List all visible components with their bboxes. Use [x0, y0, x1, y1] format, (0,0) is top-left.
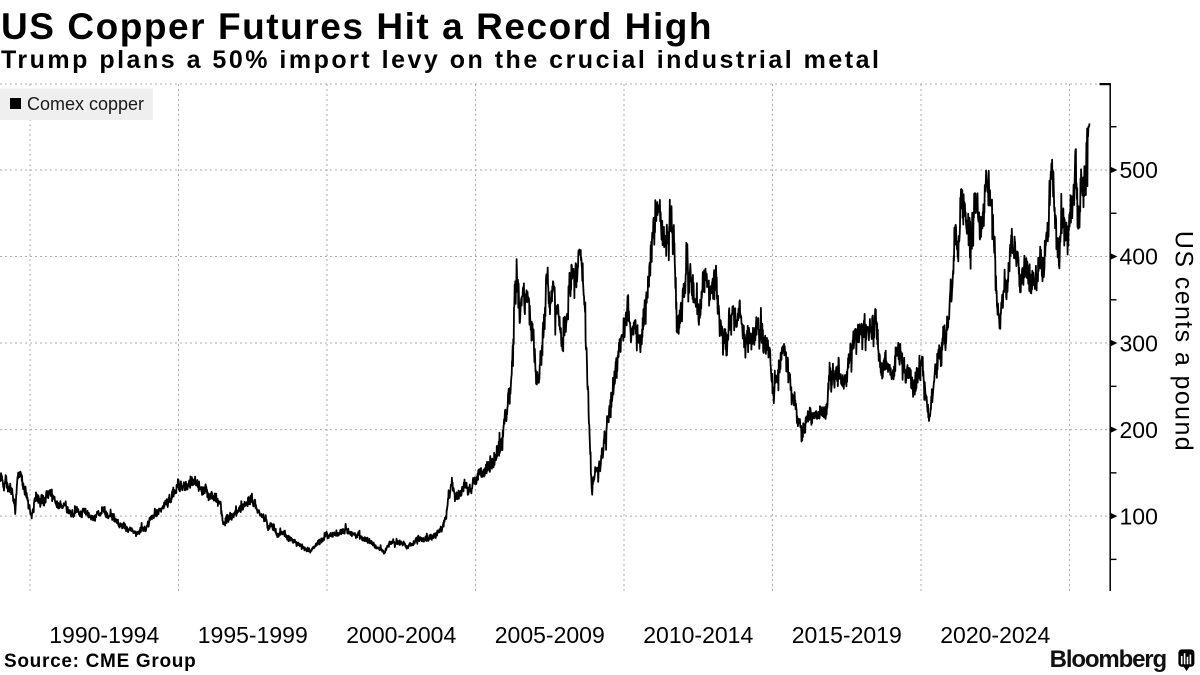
- svg-text:1990-1994: 1990-1994: [49, 622, 159, 648]
- svg-text:100: 100: [1120, 503, 1158, 529]
- svg-text:2005-2009: 2005-2009: [495, 622, 605, 648]
- svg-text:200: 200: [1120, 417, 1158, 443]
- svg-text:300: 300: [1120, 330, 1158, 356]
- svg-text:1995-1999: 1995-1999: [198, 622, 308, 648]
- svg-text:US cents a pound: US cents a pound: [1170, 231, 1198, 452]
- svg-text:2010-2014: 2010-2014: [643, 622, 753, 648]
- svg-text:2015-2019: 2015-2019: [792, 622, 902, 648]
- svg-text:400: 400: [1120, 244, 1158, 270]
- svg-text:2020-2024: 2020-2024: [940, 622, 1050, 648]
- svg-text:500: 500: [1120, 157, 1158, 183]
- svg-text:2000-2004: 2000-2004: [346, 622, 456, 648]
